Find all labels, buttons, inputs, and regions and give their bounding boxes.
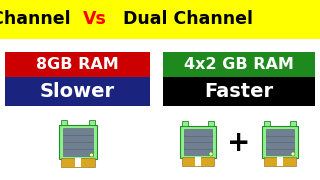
Text: Vs: Vs bbox=[83, 10, 107, 28]
Bar bbox=[60, 120, 67, 125]
Bar bbox=[184, 129, 212, 136]
Bar bbox=[277, 157, 283, 166]
Bar bbox=[184, 148, 212, 155]
Bar bbox=[266, 141, 294, 148]
Text: 4x2 GB RAM: 4x2 GB RAM bbox=[184, 57, 294, 72]
Bar bbox=[264, 157, 296, 166]
Bar bbox=[163, 52, 315, 77]
Bar bbox=[184, 135, 212, 142]
Bar bbox=[60, 158, 94, 167]
Bar bbox=[62, 142, 92, 149]
Bar bbox=[266, 129, 294, 136]
Bar bbox=[208, 121, 214, 126]
Bar bbox=[0, 0, 320, 39]
Bar bbox=[62, 135, 92, 142]
Bar bbox=[180, 126, 216, 158]
Bar bbox=[89, 120, 94, 125]
Text: Faster: Faster bbox=[204, 82, 274, 101]
Bar bbox=[62, 149, 92, 156]
Circle shape bbox=[291, 152, 295, 156]
Bar bbox=[195, 157, 201, 166]
Bar bbox=[266, 148, 294, 155]
Text: +: + bbox=[227, 129, 251, 157]
Bar bbox=[182, 157, 214, 166]
Bar bbox=[184, 141, 212, 148]
Circle shape bbox=[90, 153, 93, 157]
Bar bbox=[266, 135, 294, 142]
Text: 8GB RAM: 8GB RAM bbox=[36, 57, 119, 72]
Bar bbox=[262, 126, 298, 158]
Bar bbox=[59, 125, 97, 159]
Bar bbox=[75, 158, 81, 167]
Circle shape bbox=[209, 152, 213, 156]
Text: Slower: Slower bbox=[40, 82, 115, 101]
Bar bbox=[182, 121, 188, 126]
Bar bbox=[5, 77, 150, 106]
Bar bbox=[62, 128, 92, 135]
Bar bbox=[264, 121, 270, 126]
Text: Single Channel: Single Channel bbox=[0, 10, 77, 28]
Text: Dual Channel: Dual Channel bbox=[117, 10, 253, 28]
Bar bbox=[290, 121, 296, 126]
Bar bbox=[5, 52, 150, 77]
Bar bbox=[163, 77, 315, 106]
